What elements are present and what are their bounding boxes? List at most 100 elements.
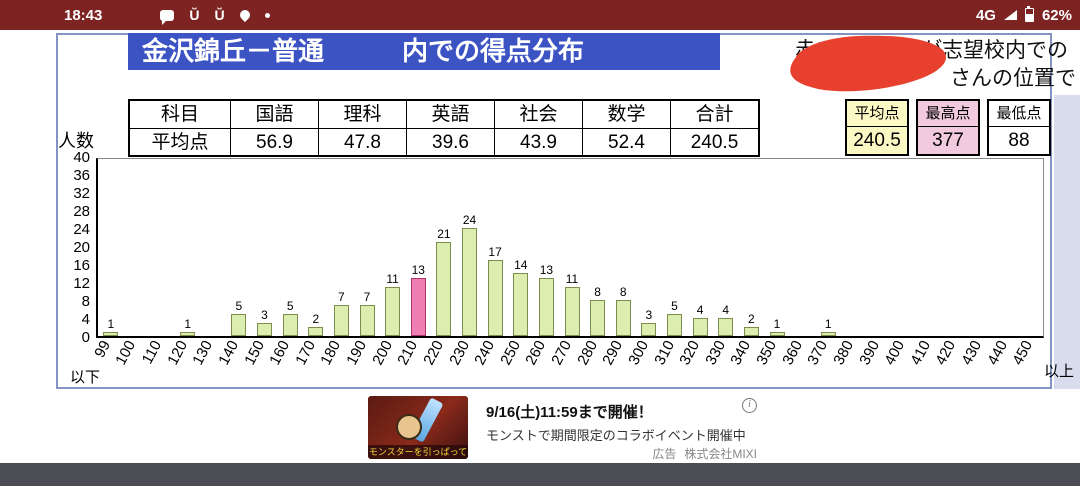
report-title-bar: 金沢錦丘－普通 内での得点分布	[128, 33, 720, 70]
summary-box: 最低点 88	[987, 99, 1051, 156]
character-icon	[396, 414, 422, 440]
summary-boxes: 平均点 240.5 最高点 377 最低点 88	[845, 99, 1051, 156]
notification-dot-icon	[264, 12, 270, 18]
bar	[743, 327, 759, 336]
bar-chart-plot: 1 1 5 3 5 2 7 7 11 13 21 24 17 14 13 11 8 8 3 5 4 4 2 1 1	[96, 158, 1044, 338]
bar	[590, 300, 606, 336]
bar-value-label: 14	[514, 258, 528, 272]
bar-value-label: 1	[824, 316, 832, 331]
bar	[769, 331, 785, 336]
ad-label: 広告	[652, 447, 677, 461]
bar	[641, 322, 657, 336]
summary-box-label: 最低点	[989, 101, 1049, 127]
app-notification-icon: Ŭ	[214, 7, 225, 23]
bar-value-label: 21	[437, 226, 451, 241]
x-axis-first-suffix: 以下	[70, 369, 101, 386]
note-text-line2: さんの位置で	[950, 67, 1076, 90]
summary-box-label: 最高点	[918, 101, 978, 127]
summary-box-value: 88	[1008, 130, 1030, 151]
bar-value-label: 3	[645, 307, 653, 322]
bar	[359, 304, 375, 336]
message-notification-icon	[160, 9, 175, 25]
ad-image[interactable]: モンスターを引っぱって	[368, 396, 468, 459]
clock: 18:43	[64, 6, 103, 24]
ad-meta: 広告 株式会社MIXI	[560, 445, 757, 462]
bar	[385, 286, 401, 336]
table-cell: 39.6	[406, 128, 494, 155]
bar	[667, 313, 682, 336]
bar-value-label: 4	[696, 303, 704, 317]
red-scribble-annotation	[790, 35, 946, 92]
bar-value-label: 8	[619, 285, 627, 299]
table-cell: 社会	[494, 101, 582, 128]
table-cell: 国語	[230, 101, 318, 128]
table-cell: 52.4	[582, 128, 670, 155]
battery-percent-label: 62%	[1041, 6, 1072, 24]
highlighted-bar	[410, 277, 426, 336]
table-cell: 47.8	[318, 128, 406, 155]
battery-icon	[1024, 5, 1034, 22]
bar	[333, 304, 349, 336]
bar-value-label: 2	[312, 312, 320, 326]
bar	[231, 313, 247, 336]
bar-value-label: 11	[386, 271, 399, 286]
table-value-row: 平均点 56.9 47.8 39.6 43.9 52.4 240.5	[130, 128, 758, 155]
app-notification-icon: Ŭ	[189, 7, 200, 23]
bar-value-label: 1	[184, 316, 192, 331]
bar	[513, 273, 529, 336]
bar-value-label: 7	[338, 289, 345, 304]
table-cell: 56.9	[230, 128, 318, 155]
bar-value-label: 2	[748, 312, 755, 326]
table-cell: 平均点	[130, 128, 230, 155]
bar	[718, 318, 734, 336]
bar	[538, 277, 554, 336]
y-axis-title: 人数	[58, 131, 94, 151]
bar	[436, 241, 452, 336]
bar	[692, 318, 708, 336]
bar-value-label: 5	[235, 298, 243, 313]
status-bar: 18:43 Ŭ Ŭ 4G 62%	[0, 0, 1080, 30]
summary-box-value: 240.5	[853, 130, 901, 151]
summary-box: 平均点 240.5	[845, 99, 909, 156]
bar	[103, 331, 119, 336]
bar	[180, 331, 196, 336]
table-header-row: 科目 国語 理科 英語 社会 数学 合計	[130, 101, 758, 128]
bar	[462, 228, 477, 336]
bar	[308, 327, 324, 336]
ad-banner[interactable]: モンスターを引っぱって 9/16(土)11:59まで開催！ モンストで期間限定の…	[0, 393, 1080, 463]
bar-value-label: 17	[488, 244, 502, 259]
bar-value-label: 1	[773, 316, 781, 331]
bar	[282, 313, 298, 336]
bar-value-label: 7	[363, 289, 371, 304]
ad-description[interactable]: モンストで期間限定のコラボイベント開催中	[486, 428, 746, 443]
bar-value-label: 3	[261, 307, 268, 322]
bar-value-label: 13	[411, 262, 425, 277]
bar-value-label: 13	[539, 262, 554, 277]
score-report-view: 金沢錦丘－普通 内での得点分布 赤い棒グラフが志望校内での さんの位置で 科目国…	[0, 30, 1080, 393]
bar-value-label: 1	[107, 316, 115, 331]
bar-value-label: 11	[565, 271, 579, 286]
bar-value-label: 8	[594, 285, 601, 299]
table-cell: 数学	[582, 101, 670, 128]
network-type-label: 4G	[975, 6, 996, 24]
x-axis-last-suffix: 以上	[1044, 363, 1075, 380]
background-strip	[1054, 95, 1080, 389]
bar-value-label: 5	[286, 298, 294, 313]
table-cell: 英語	[406, 101, 494, 128]
bar-value-label: 5	[671, 298, 678, 313]
table-cell: 43.9	[494, 128, 582, 155]
ad-info-icon[interactable]: i	[742, 398, 757, 413]
bar	[487, 259, 503, 336]
bar	[257, 322, 272, 336]
score-table: 科目 国語 理科 英語 社会 数学 合計 平均点 56.9 47.8 39.6 43.9 52.4 24…	[128, 99, 760, 157]
ad-advertiser: 株式会社MIXI	[684, 447, 757, 461]
table-cell: 科目	[160, 104, 199, 125]
ad-headline[interactable]: 9/16(土)11:59まで開催！	[486, 404, 653, 421]
bar-value-label: 24	[462, 213, 477, 227]
navigation-bar	[0, 463, 1080, 486]
signal-strength-icon	[1003, 10, 1017, 20]
table-cell: 合計	[670, 101, 758, 128]
location-icon	[237, 7, 252, 23]
bar	[564, 286, 580, 336]
